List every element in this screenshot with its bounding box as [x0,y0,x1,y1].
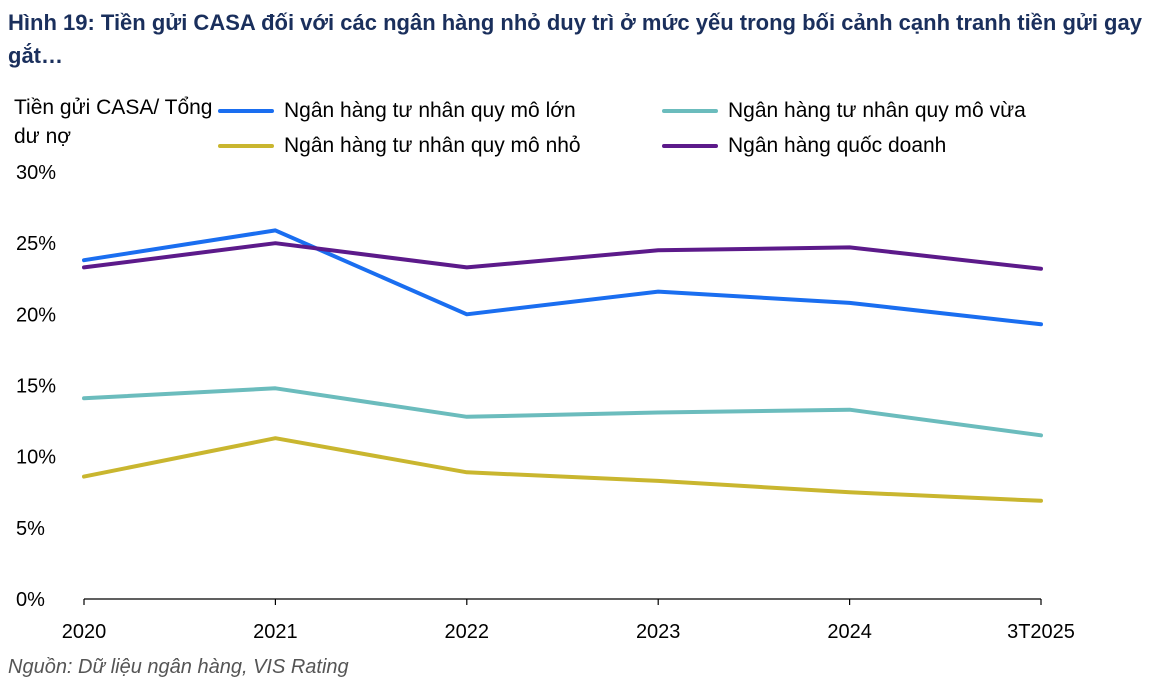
x-tick-label: 2021 [253,621,298,643]
y-tick-label: 5% [16,518,45,540]
x-tick-label: 2022 [445,621,490,643]
legend-swatch [662,144,718,148]
legend-item-large-private: Ngân hàng tư nhân quy mô lớn [218,96,576,126]
legend-swatch [662,109,718,113]
source-note: Nguồn: Dữ liệu ngân hàng, VIS Rating [8,656,349,678]
y-tick-label: 15% [16,376,56,398]
legend-item-state-owned: Ngân hàng quốc doanh [662,131,946,161]
legend-label: Ngân hàng tư nhân quy mô nhỏ [284,134,581,157]
legend-item-small-private: Ngân hàng tư nhân quy mô nhỏ [218,131,581,161]
y-tick-label: 25% [16,233,56,255]
x-tick-label: 2024 [827,621,872,643]
y-tick-label: 0% [16,589,45,611]
legend-swatch [218,109,274,113]
series-line [82,436,1043,503]
series-line [82,241,1043,271]
legend-label: Ngân hàng quốc doanh [728,134,947,157]
legend-label: Ngân hàng tư nhân quy mô lớn [284,99,576,122]
legend-label: Ngân hàng tư nhân quy mô vừa [728,99,1026,122]
legend-item-medium-private: Ngân hàng tư nhân quy mô vừa [662,96,1026,126]
x-tick-label: 3T2025 [1007,621,1075,643]
series-line [82,228,1043,327]
y-tick-label: 30% [16,162,56,184]
y-tick-label: 20% [16,304,56,326]
legend-swatch [218,144,274,148]
y-axis-label: Tiền gửi CASA/ Tổng dư nợ [14,96,213,148]
y-tick-label: 10% [16,447,56,469]
series-line [82,386,1043,438]
chart-title: Hình 19: Tiền gửi CASA đối với các ngân … [8,10,1142,68]
x-tick-label: 2020 [62,621,107,643]
x-tick-label: 2023 [636,621,681,643]
